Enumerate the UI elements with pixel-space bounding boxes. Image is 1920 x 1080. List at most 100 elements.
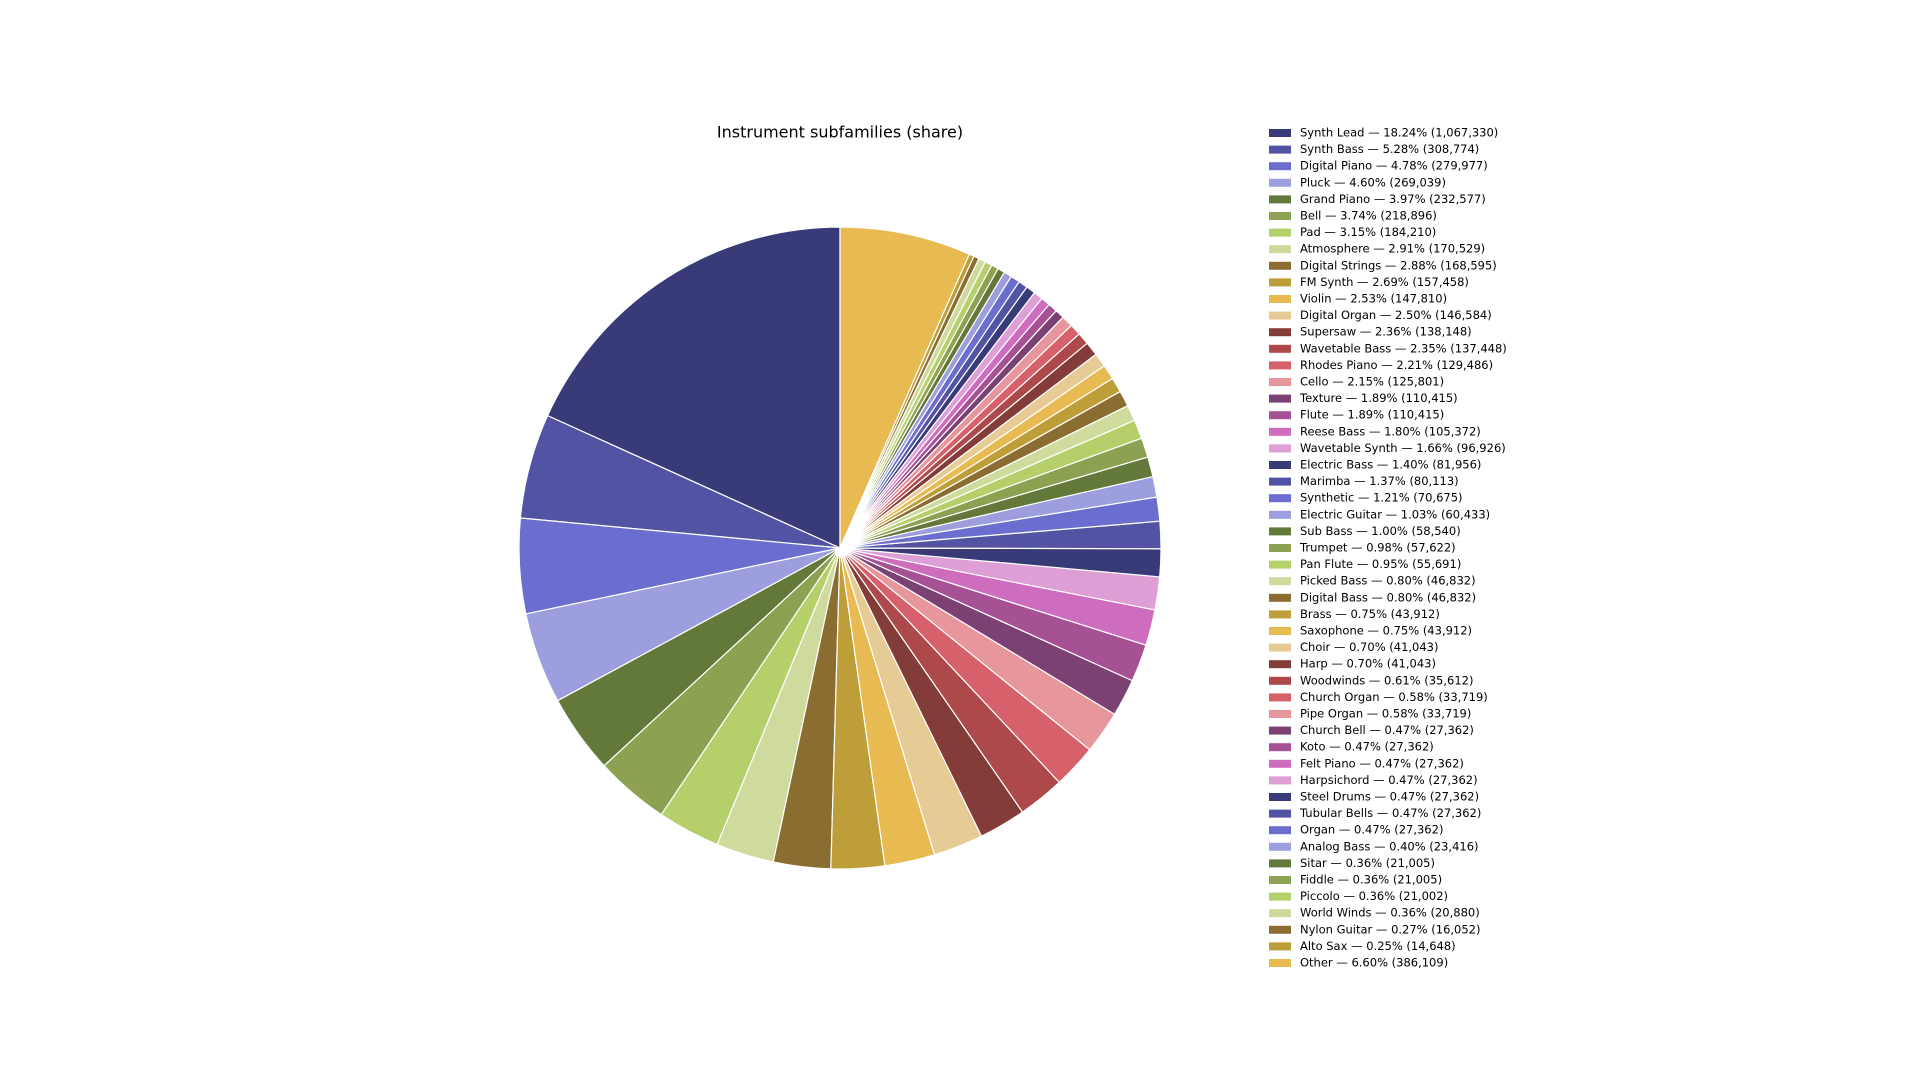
legend-swatch: [1269, 261, 1291, 270]
legend-swatch: [1269, 510, 1291, 519]
legend-label: Digital Bass — 0.80% (46,832): [1300, 590, 1476, 604]
legend-label: Harp — 0.70% (41,043): [1300, 657, 1436, 671]
legend-label: Rhodes Piano — 2.21% (129,486): [1300, 358, 1493, 372]
legend-label: Picked Bass — 0.80% (46,832): [1300, 574, 1476, 588]
legend-label: Tubular Bells — 0.47% (27,362): [1299, 806, 1481, 820]
legend-swatch: [1269, 959, 1291, 967]
legend-swatch: [1269, 361, 1291, 370]
legend-swatch: [1269, 743, 1291, 752]
legend-label: Fiddle — 0.36% (21,005): [1300, 873, 1442, 887]
legend-swatch: [1269, 195, 1291, 204]
legend-label: Pipe Organ — 0.58% (33,719): [1300, 707, 1471, 721]
legend-swatch: [1269, 544, 1291, 552]
legend-swatch: [1269, 477, 1291, 486]
legend-swatch: [1269, 527, 1291, 536]
legend-label: Synth Lead — 18.24% (1,067,330): [1300, 126, 1498, 140]
legend-swatch: [1269, 876, 1291, 884]
legend-swatch: [1269, 411, 1291, 420]
legend-swatch: [1269, 826, 1291, 835]
legend-swatch: [1269, 560, 1291, 569]
legend-swatch: [1269, 427, 1291, 436]
legend-label: Pad — 3.15% (184,210): [1300, 225, 1436, 239]
legend-label: Other — 6.60% (386,109): [1300, 956, 1448, 970]
legend-label: Koto — 0.47% (27,362): [1300, 740, 1434, 754]
legend-swatch: [1269, 378, 1291, 386]
legend-label: Texture — 1.89% (110,415): [1299, 391, 1458, 405]
legend-label: Trumpet — 0.98% (57,622): [1299, 541, 1456, 555]
legend-label: Wavetable Bass — 2.35% (137,448): [1300, 341, 1507, 355]
legend-label: Sitar — 0.36% (21,005): [1300, 856, 1435, 870]
legend-swatch: [1269, 660, 1291, 669]
legend-label: Bell — 3.74% (218,896): [1300, 209, 1437, 223]
legend-swatch: [1269, 577, 1291, 586]
legend-label: Digital Strings — 2.88% (168,595): [1300, 258, 1497, 272]
legend-label: Marimba — 1.37% (80,113): [1300, 474, 1459, 488]
legend-swatch: [1269, 676, 1291, 685]
legend-swatch: [1269, 212, 1291, 220]
legend-label: Felt Piano — 0.47% (27,362): [1300, 756, 1464, 770]
legend-swatch: [1269, 593, 1291, 602]
legend-label: FM Synth — 2.69% (157,458): [1300, 275, 1469, 289]
legend-swatch: [1269, 627, 1291, 635]
legend-swatch: [1269, 311, 1291, 320]
legend-swatch: [1269, 925, 1291, 934]
legend-swatch: [1269, 394, 1291, 403]
legend-swatch: [1269, 278, 1291, 287]
legend-swatch: [1269, 842, 1291, 851]
legend-label: Digital Organ — 2.50% (146,584): [1300, 308, 1492, 322]
legend-swatch: [1269, 129, 1291, 137]
legend-swatch: [1269, 295, 1291, 303]
legend-swatch: [1269, 793, 1291, 801]
legend-swatch: [1269, 494, 1291, 503]
legend-swatch: [1269, 145, 1291, 154]
legend-swatch: [1269, 461, 1291, 469]
legend-label: Pluck — 4.60% (269,039): [1300, 175, 1446, 189]
legend-label: Atmosphere — 2.91% (170,529): [1300, 242, 1485, 256]
legend-swatch: [1269, 344, 1291, 353]
legend-swatch: [1269, 228, 1291, 237]
legend-label: Supersaw — 2.36% (138,148): [1300, 325, 1472, 339]
legend-swatch: [1269, 643, 1291, 652]
legend-label: Piccolo — 0.36% (21,002): [1300, 889, 1448, 903]
legend-swatch: [1269, 178, 1291, 187]
legend-label: Electric Guitar — 1.03% (60,433): [1300, 507, 1490, 521]
legend-swatch: [1269, 909, 1291, 918]
legend-label: Saxophone — 0.75% (43,912): [1300, 624, 1472, 638]
legend-swatch: [1269, 726, 1291, 735]
legend-swatch: [1269, 245, 1291, 254]
pie-slice: [546, 226, 841, 549]
legend-swatch: [1269, 444, 1291, 453]
legend-label: Synthetic — 1.21% (70,675): [1300, 491, 1463, 505]
legend-label: Cello — 2.15% (125,801): [1300, 375, 1444, 389]
legend-swatch: [1269, 610, 1291, 619]
legend-label: Harpsichord — 0.47% (27,362): [1300, 773, 1478, 787]
legend-label: Brass — 0.75% (43,912): [1300, 607, 1440, 621]
legend-swatch: [1269, 328, 1291, 337]
legend-label: Violin — 2.53% (147,810): [1300, 292, 1447, 306]
legend-swatch: [1269, 162, 1291, 171]
legend-label: Electric Bass — 1.40% (81,956): [1300, 458, 1481, 472]
pie-slice: [839, 226, 970, 549]
legend-swatch: [1269, 942, 1291, 951]
legend-label: Church Bell — 0.47% (27,362): [1300, 723, 1474, 737]
legend-label: Reese Bass — 1.80% (105,372): [1300, 424, 1481, 438]
legend-label: World Winds — 0.36% (20,880): [1300, 906, 1480, 920]
legend-label: Woodwinds — 0.61% (35,612): [1300, 673, 1473, 687]
legend-label: Digital Piano — 4.78% (279,977): [1300, 159, 1488, 173]
legend-label: Nylon Guitar — 0.27% (16,052): [1300, 922, 1480, 936]
legend-swatch: [1269, 809, 1291, 818]
legend-label: Organ — 0.47% (27,362): [1300, 823, 1443, 837]
legend-label: Pan Flute — 0.95% (55,691): [1300, 557, 1461, 571]
legend-label: Analog Bass — 0.40% (23,416): [1300, 839, 1479, 853]
legend-label: Synth Bass — 5.28% (308,774): [1300, 142, 1479, 156]
legend-label: Church Organ — 0.58% (33,719): [1300, 690, 1488, 704]
legend-label: Sub Bass — 1.00% (58,540): [1300, 524, 1461, 538]
legend-label: Wavetable Synth — 1.66% (96,926): [1300, 441, 1506, 455]
legend-swatch: [1269, 776, 1291, 785]
legend-swatch: [1269, 859, 1291, 868]
legend-label: Flute — 1.89% (110,415): [1300, 408, 1444, 422]
legend-label: Alto Sax — 0.25% (14,648): [1300, 939, 1456, 953]
legend-swatch: [1269, 693, 1291, 702]
legend-swatch: [1269, 710, 1291, 718]
